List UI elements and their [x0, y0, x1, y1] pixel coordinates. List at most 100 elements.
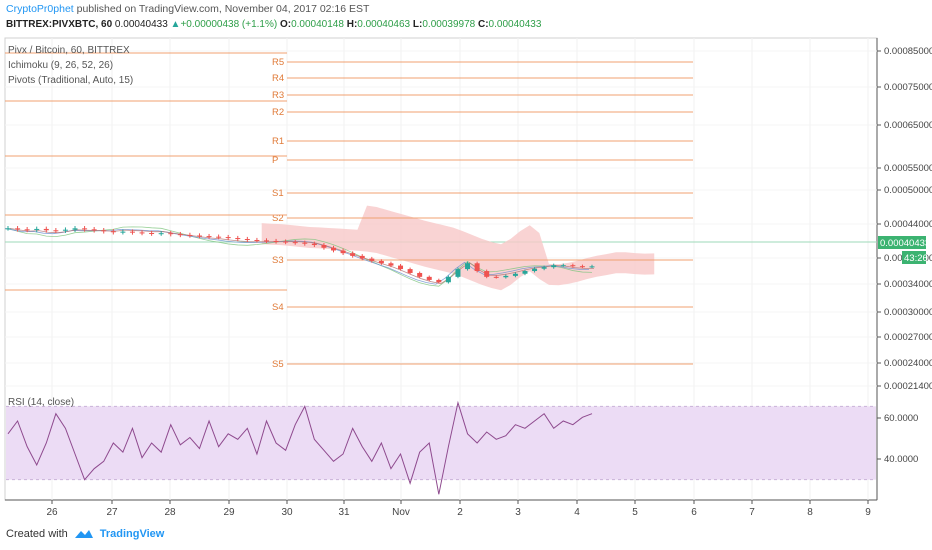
legend-rsi: RSI (14, close) [8, 397, 74, 408]
close-label: C: [477, 19, 489, 30]
candle-body [62, 229, 68, 231]
candle-body [139, 232, 145, 234]
candle-body [292, 242, 298, 244]
candle-body [177, 234, 183, 236]
candle-body [493, 276, 499, 278]
candle-body [579, 266, 585, 268]
y-tick-label: 0.00065000 [884, 120, 932, 131]
candle-body [273, 240, 279, 242]
legend-pivots: Pivots (Traditional, Auto, 15) [8, 75, 133, 86]
candle-body [196, 235, 202, 237]
candle-body [311, 243, 317, 246]
rsi-band [6, 406, 876, 480]
pivot-label: S3 [272, 255, 284, 266]
ichimoku-cloud [261, 205, 655, 291]
tradingview-brand[interactable]: TradingView [99, 528, 165, 540]
candle-body [417, 272, 423, 277]
pivot-label: S4 [272, 302, 284, 313]
pivot-label: R4 [272, 73, 284, 84]
candle-body [436, 279, 442, 283]
symbol-label: BITTREX:PIVXBTC, 60 [6, 19, 113, 30]
author-link[interactable]: CryptoPr0phet [6, 3, 74, 15]
candle-body [158, 233, 164, 235]
tradingview-logo-icon [74, 530, 93, 538]
candle-body [225, 237, 231, 239]
candle-body [263, 240, 269, 242]
last-price: 0.00040433 [114, 19, 168, 30]
candle-body [551, 265, 557, 268]
candle-body [474, 263, 480, 272]
candle-body [541, 267, 547, 269]
candle-body [110, 231, 116, 233]
x-tick-label: 2 [457, 507, 463, 518]
chikou-line [7, 226, 593, 287]
pivot-label: S1 [272, 188, 284, 199]
x-tick-label: 3 [515, 507, 521, 518]
y-tick-label: 0.00030000 [884, 307, 932, 318]
created-with-label: Created with [6, 528, 68, 540]
candle-body [532, 268, 538, 272]
published-text: published on TradingView.com, November 0… [76, 3, 370, 15]
y-tick-label: 0.00034000 [884, 279, 932, 290]
candle-body [503, 275, 509, 278]
open-label: O: [279, 19, 292, 30]
x-tick-label: 28 [164, 507, 176, 518]
candle-body [254, 239, 260, 241]
candle-body [101, 230, 107, 232]
candle-body [445, 276, 451, 283]
candle-body [522, 271, 528, 274]
high-label: H: [346, 19, 358, 30]
candle-body [350, 253, 356, 256]
candle-body [149, 233, 155, 235]
candle-body [484, 271, 490, 277]
kijun-line [9, 227, 595, 285]
candle-body [407, 269, 413, 273]
candle-body [91, 229, 97, 231]
candle-body [321, 245, 327, 248]
x-tick-label: 30 [281, 507, 293, 518]
pivot-label: S2 [272, 213, 284, 224]
candle-body [465, 263, 471, 270]
candle-body [570, 265, 576, 267]
candle-body [512, 273, 518, 276]
up-arrow-icon: ▲ [170, 19, 181, 30]
x-tick-label: 8 [807, 507, 813, 518]
candle-body [398, 265, 404, 270]
candle-body [331, 247, 337, 251]
pivot-label: S5 [272, 359, 284, 370]
price-chart[interactable]: R5 R4 R3 R2 R1 P S1 S2 S3 S4 S5 0.00085000 0.000750… [0, 36, 932, 524]
x-tick-label: 31 [338, 507, 350, 518]
y-tick-label: 0.00055000 [884, 163, 932, 174]
y-tick-label: 0.00021400 [884, 381, 932, 392]
x-tick-label: 6 [691, 507, 697, 518]
pivot-label: R5 [272, 57, 284, 68]
candle-body [72, 228, 78, 230]
y-tick-label: 0.00027000 [884, 332, 932, 343]
candle-body [43, 228, 49, 231]
y-tick-label: 0.00044000 [884, 219, 932, 230]
x-tick-label: 7 [749, 507, 755, 518]
candle-body [53, 230, 59, 232]
candle-body [120, 231, 126, 233]
candle-body [359, 255, 365, 259]
svg-text:43:26: 43:26 [904, 253, 928, 264]
pivot-label: R1 [272, 136, 284, 147]
candle-body [82, 228, 88, 230]
candle-body [15, 228, 21, 230]
close-value: 0.00040433 [488, 19, 542, 30]
candle-body [216, 236, 222, 238]
x-tick-label: 9 [865, 507, 871, 518]
low-value: 0.00039978 [422, 19, 476, 30]
low-label: L: [412, 19, 423, 30]
price-change: +0.00000438 (+1.1%) [180, 19, 278, 30]
pivot-label: P [272, 155, 278, 166]
candle-body [560, 265, 566, 267]
x-tick-label: Nov [392, 507, 410, 518]
x-tick-label: 27 [106, 507, 118, 518]
candle-body [388, 263, 394, 266]
candle-body [187, 234, 193, 236]
svg-text:0.00040433: 0.00040433 [880, 238, 930, 249]
rsi-tick-label: 60.0000 [884, 413, 918, 424]
candle-body [340, 250, 346, 254]
publish-info: CryptoPr0phet published on TradingView.c… [6, 3, 369, 15]
